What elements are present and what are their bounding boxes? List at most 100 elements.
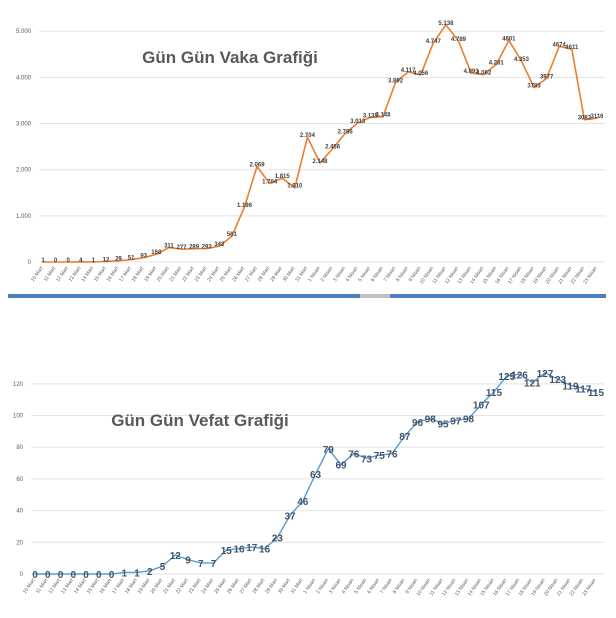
data-point	[416, 421, 419, 423]
y-tick-label: 0	[28, 260, 32, 266]
data-label: 0	[96, 570, 102, 581]
data-point	[382, 115, 384, 118]
y-tick-label: 4.000	[16, 75, 32, 81]
data-label: 0	[58, 570, 64, 581]
data-point	[42, 261, 44, 263]
data-point	[289, 514, 291, 517]
data-label: 87	[399, 432, 411, 443]
data-point	[168, 246, 170, 249]
data-point	[276, 536, 279, 539]
data-point	[493, 390, 495, 393]
data-point	[59, 573, 62, 575]
data-label: 15	[221, 546, 233, 557]
data-point	[148, 570, 151, 572]
data-point	[174, 554, 177, 556]
data-point	[467, 417, 470, 420]
data-label: 1	[134, 568, 140, 579]
data-label: 3083	[578, 116, 592, 122]
data-label: 121	[524, 378, 541, 389]
data-label: 3.148	[375, 113, 391, 119]
data-point	[583, 118, 586, 121]
data-label: 4.093	[464, 69, 480, 75]
data-point	[470, 72, 472, 74]
data-point	[301, 500, 304, 502]
data-label: 23	[272, 534, 284, 545]
data-label: 107	[473, 400, 490, 411]
data-label: 5	[160, 562, 166, 573]
data-point	[352, 452, 355, 455]
data-label: 168	[151, 250, 162, 256]
data-point	[596, 117, 598, 119]
data-point	[205, 247, 208, 250]
data-label: 5.138	[438, 21, 454, 27]
data-label: 98	[463, 415, 475, 426]
data-label: 1	[121, 568, 127, 579]
data-point	[199, 562, 202, 564]
data-point	[218, 245, 221, 247]
data-point	[46, 573, 49, 575]
data-point	[54, 261, 57, 263]
data-label: 117	[575, 385, 592, 396]
data-label: 3977	[540, 74, 554, 80]
data-point	[250, 546, 253, 548]
data-point	[403, 435, 406, 437]
data-point	[92, 261, 95, 263]
data-point	[331, 147, 334, 150]
data-point	[238, 547, 240, 550]
data-label: 1.704	[262, 179, 278, 185]
data-point	[161, 565, 164, 567]
data-label: 4611	[565, 45, 579, 51]
data-point	[243, 206, 246, 208]
data-label: 93	[140, 254, 147, 260]
y-tick-label: 0	[20, 572, 24, 578]
data-label: 46	[297, 497, 309, 508]
data-point	[545, 77, 548, 80]
data-point	[508, 39, 510, 42]
y-tick-label: 1.000	[16, 214, 32, 220]
data-point	[72, 573, 75, 575]
data-label: 0	[70, 570, 76, 581]
data-label: 0	[67, 258, 71, 264]
data-point	[136, 571, 138, 574]
y-tick-label: 3.000	[16, 122, 32, 128]
data-point	[407, 71, 409, 73]
data-point	[442, 422, 444, 425]
data-label: 7	[211, 559, 217, 570]
data-label: 4.353	[514, 57, 530, 63]
data-label: 2.456	[325, 145, 341, 151]
data-point	[225, 549, 228, 552]
data-label: 96	[412, 418, 424, 429]
data-label: 1.815	[275, 174, 291, 180]
deaths-chart-panel: 0 20 40 60 80 100 120 10 Mart 11 Mart 12 Mart 13 …	[0, 362, 616, 618]
data-point	[263, 547, 266, 550]
data-label: 2	[147, 567, 153, 578]
data-label: 3.013	[350, 119, 366, 125]
data-label: 63	[310, 470, 322, 481]
panel-divider	[8, 294, 606, 298]
y-tick-label: 2.000	[16, 168, 32, 174]
data-point	[520, 60, 523, 62]
y-tick-label: 20	[16, 540, 23, 546]
data-point	[595, 390, 597, 393]
data-label: 3116	[590, 114, 604, 120]
data-point	[369, 116, 372, 119]
data-label: 4	[79, 258, 83, 264]
data-point	[558, 45, 561, 48]
data-point	[394, 81, 397, 84]
data-point	[571, 48, 573, 50]
data-point	[268, 182, 271, 185]
data-point	[306, 136, 309, 138]
data-point	[193, 247, 195, 250]
data-label: 51	[128, 256, 135, 262]
data-label: 311	[164, 244, 174, 250]
data-label: 17	[246, 543, 258, 554]
y-tick-label: 5.000	[16, 29, 32, 35]
data-label: 2.704	[300, 133, 316, 139]
data-point	[142, 256, 145, 259]
data-label: 12	[103, 257, 110, 263]
cases-chart-panel: 0 1.000 2.000 3.000 4.000 5.000 10 Mart 11 Mar…	[0, 0, 616, 300]
data-label: 115	[588, 388, 605, 399]
data-point	[110, 573, 113, 575]
data-label: 2.786	[338, 129, 354, 135]
data-label: 1	[41, 258, 45, 264]
